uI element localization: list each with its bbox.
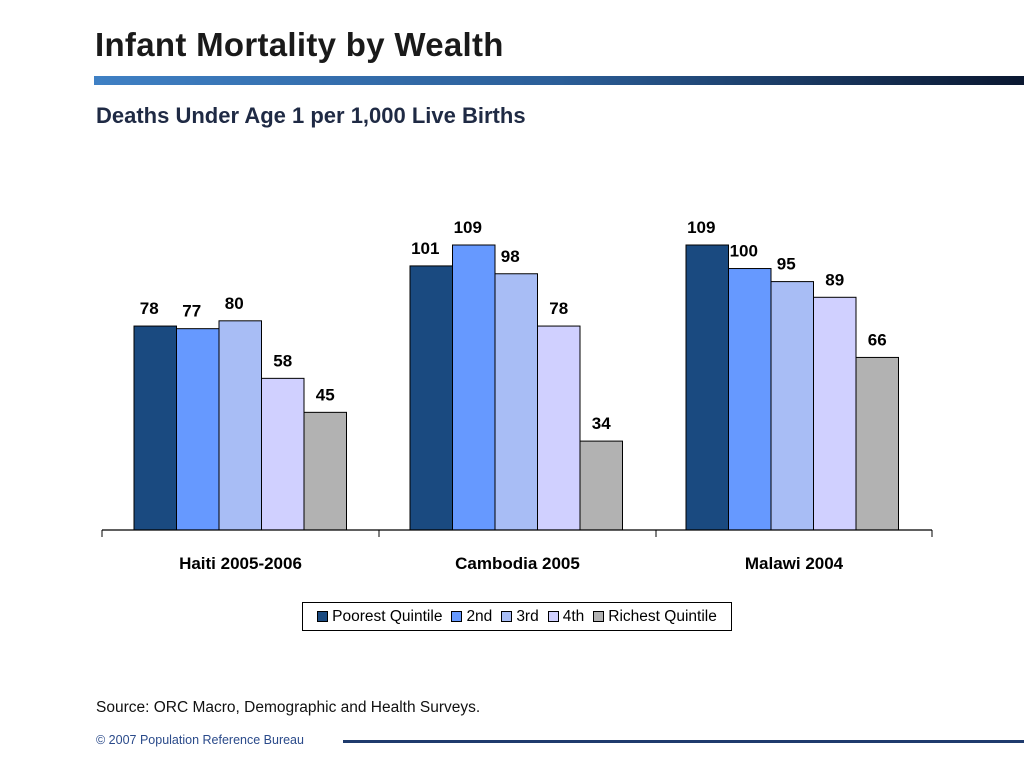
data-label: 45: [316, 385, 335, 404]
data-label: 77: [182, 302, 201, 321]
bar: [813, 296, 857, 531]
bar: [452, 244, 496, 531]
bar: [494, 273, 538, 531]
bar: [855, 356, 899, 531]
legend-item: Richest Quintile: [593, 608, 717, 626]
bar: [261, 377, 305, 531]
slide-title: Infant Mortality by Wealth: [95, 26, 504, 63]
bar: [176, 328, 220, 531]
footer-rule: [343, 740, 1024, 743]
data-label: 100: [730, 242, 758, 261]
data-label: 58: [273, 351, 292, 370]
legend-item: 2nd: [451, 608, 492, 626]
source-note: Source: ORC Macro, Demographic and Healt…: [96, 699, 481, 716]
legend-item: 4th: [547, 607, 585, 626]
bar: [579, 440, 623, 531]
chart-subtitle: Deaths Under Age 1 per 1,000 Live Births: [96, 103, 526, 128]
data-label: 109: [454, 218, 482, 237]
data-label: 109: [687, 218, 715, 237]
legend-swatch: [593, 611, 605, 622]
bar: [409, 265, 453, 531]
legend-swatch: [317, 611, 329, 622]
legend-label: 4th: [562, 607, 585, 625]
bar: [770, 281, 814, 531]
legend-label: Poorest Quintile: [332, 607, 443, 625]
legend-swatch: [547, 611, 559, 622]
chart-legend: Poorest Quintile 2nd 3rd 4th Richest Quintil…: [302, 602, 732, 631]
copyright: © 2007 Population Reference Bureau: [96, 733, 304, 747]
category-label: Haiti 2005-2006: [179, 554, 302, 573]
data-label: 80: [225, 294, 244, 313]
legend-label: 2nd: [466, 607, 493, 625]
legend-label: Richest Quintile: [608, 607, 717, 625]
data-label: 78: [140, 299, 159, 318]
data-label: 66: [868, 330, 887, 349]
legend-item: Poorest Quintile: [317, 608, 442, 626]
data-label: 78: [549, 299, 568, 318]
legend-swatch: [451, 611, 463, 622]
data-label: 98: [501, 247, 520, 266]
data-label: 89: [825, 270, 844, 289]
bar: [303, 411, 347, 531]
bar: [133, 325, 177, 531]
title-rule: [94, 76, 1024, 85]
bar: [537, 325, 581, 531]
legend-label: 3rd: [516, 607, 539, 625]
category-label: Malawi 2004: [745, 554, 844, 573]
bar: [685, 244, 729, 531]
category-label: Cambodia 2005: [455, 554, 580, 573]
bar: [218, 320, 262, 531]
data-label: 101: [411, 239, 439, 258]
data-label: 34: [592, 414, 611, 433]
legend-swatch: [501, 611, 513, 622]
legend-item: 3rd: [501, 607, 539, 626]
bar: [728, 268, 772, 531]
data-label: 95: [777, 255, 796, 274]
